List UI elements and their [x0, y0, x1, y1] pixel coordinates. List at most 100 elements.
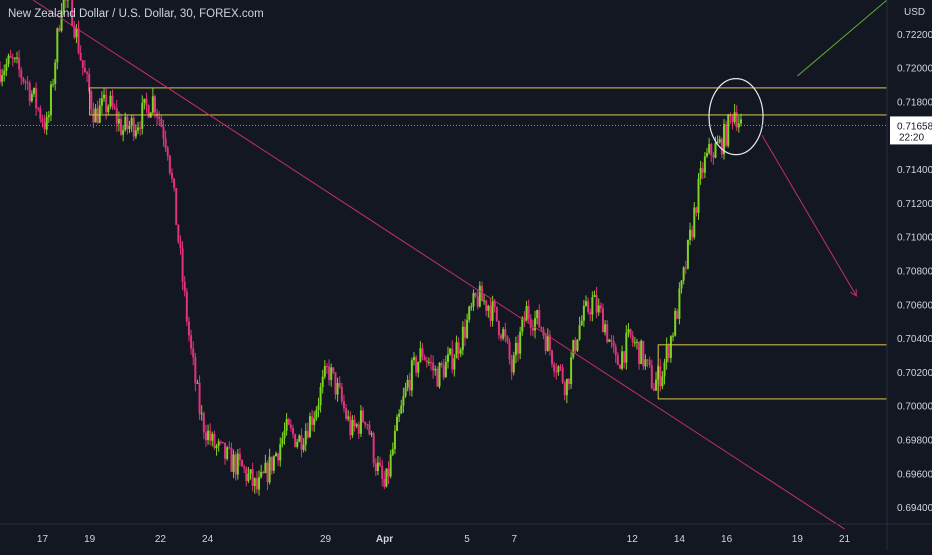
support-box: [657, 344, 888, 400]
candle-body: [565, 378, 568, 396]
candle-body: [644, 359, 647, 367]
candle-body: [680, 280, 683, 289]
candle-body: [241, 460, 244, 467]
candle-body: [708, 144, 711, 153]
candle-body: [483, 300, 486, 302]
time-tick-label: 5: [464, 534, 470, 545]
candle-body: [531, 327, 534, 331]
candle-body: [137, 127, 140, 131]
candle-body: [113, 107, 116, 109]
candle-body: [739, 119, 742, 124]
candle-body: [466, 319, 469, 338]
candle-body: [514, 342, 517, 356]
candle-body: [474, 293, 477, 297]
candle-body: [325, 366, 328, 368]
candle-body: [419, 348, 422, 363]
candle-body: [587, 301, 590, 313]
candle-body: [580, 320, 583, 325]
candle-body: [253, 478, 256, 486]
candle-body: [695, 207, 698, 213]
time-tick-label: 7: [511, 534, 517, 545]
candle-body: [536, 310, 539, 319]
bar-countdown-label: 22:20: [899, 132, 924, 143]
candle-body: [83, 67, 86, 73]
candle-body: [247, 473, 250, 482]
candle-body: [355, 424, 358, 427]
candle-body: [30, 93, 33, 102]
candle-body: [204, 432, 207, 441]
candle-body: [538, 310, 541, 328]
candle-body: [559, 366, 562, 368]
candle-body: [389, 454, 392, 477]
candle-body: [470, 306, 473, 308]
candle-body: [652, 388, 655, 391]
candle-body: [173, 178, 176, 188]
candle-body: [368, 424, 371, 435]
projection-up-line: [797, 0, 888, 77]
candle-body: [379, 462, 382, 466]
candle-body: [406, 379, 409, 388]
candle-body: [124, 116, 127, 131]
candle-body: [224, 442, 227, 459]
candle-body: [170, 172, 173, 179]
candle-body: [349, 416, 352, 436]
price-tick-label: 0.69600: [897, 469, 932, 480]
candle-body: [661, 376, 664, 387]
candle-body: [640, 340, 643, 365]
candle-body: [296, 441, 299, 447]
candle-body: [472, 293, 475, 307]
candle-body: [264, 462, 267, 473]
candle-body: [589, 312, 592, 315]
time-tick-label: 24: [202, 534, 214, 545]
candle-body: [283, 430, 286, 439]
candle-body: [109, 95, 112, 107]
candle-body: [725, 124, 728, 146]
candle-body: [678, 288, 681, 319]
candle-body: [209, 430, 212, 441]
candle-body: [574, 340, 577, 351]
candle-body: [328, 366, 331, 380]
candle-body: [230, 447, 233, 472]
candle-body: [77, 28, 80, 53]
candle-body: [192, 348, 195, 358]
candle-body: [111, 95, 114, 108]
candle-body: [166, 147, 169, 156]
candle-body: [86, 72, 89, 74]
candle-body: [13, 57, 16, 59]
candle-body: [323, 366, 326, 377]
candle-body: [5, 64, 8, 71]
candle-body: [130, 117, 133, 126]
candle-body: [151, 96, 154, 113]
candle-body: [158, 116, 161, 120]
candle-body: [64, 0, 67, 1]
candle-body: [272, 456, 275, 471]
candle-body: [168, 155, 171, 173]
candle-body: [591, 297, 594, 315]
candle-body: [402, 396, 405, 406]
candle-body: [720, 139, 723, 155]
candle-body: [7, 55, 10, 65]
candle-body: [100, 98, 103, 106]
candle-body: [463, 326, 466, 338]
candle-body: [145, 98, 148, 106]
candle-body: [703, 156, 706, 173]
candle-body: [308, 416, 311, 438]
candle-body: [398, 413, 401, 417]
candle-body: [578, 324, 581, 340]
candle-body: [444, 361, 447, 378]
candle-body: [570, 357, 573, 384]
candle-body: [423, 356, 426, 361]
symbol-title[interactable]: New Zealand Dollar / U.S. Dollar, 30, FO…: [8, 8, 264, 20]
candle-body: [96, 108, 99, 123]
candle-body: [722, 124, 725, 155]
candle-body: [374, 463, 377, 472]
candle-body: [139, 127, 142, 129]
candle-body: [266, 462, 269, 483]
candle-body: [710, 144, 713, 155]
candle-body: [20, 69, 23, 79]
candle-body: [298, 435, 301, 442]
candle-body: [90, 91, 93, 110]
candle-body: [563, 382, 566, 396]
